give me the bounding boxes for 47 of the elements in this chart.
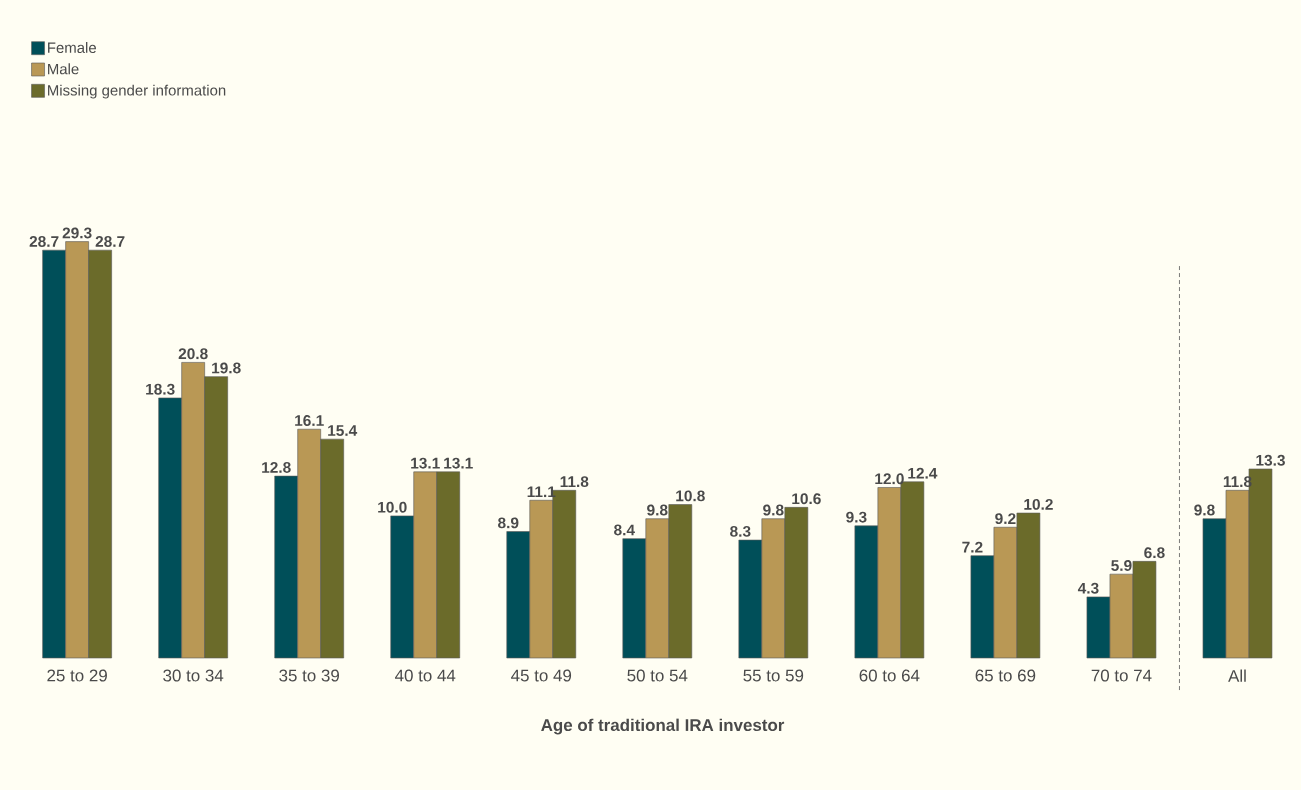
data-label: 16.1 xyxy=(295,415,324,427)
data-label: 9.8 xyxy=(1194,504,1215,516)
x-tick-label: 60 to 64 xyxy=(859,669,920,682)
data-label: 11.1 xyxy=(527,486,556,498)
data-label: 28.7 xyxy=(29,236,59,247)
x-tick-label: 70 to 74 xyxy=(1091,669,1152,682)
data-label: 29.3 xyxy=(62,227,92,239)
legend-label: Missing gender information xyxy=(48,84,226,99)
data-label: 8.4 xyxy=(614,524,635,536)
data-label: 10.2 xyxy=(1024,498,1053,510)
x-tick-label: 40 to 44 xyxy=(395,669,456,682)
data-label: 13.1 xyxy=(444,457,473,469)
data-label: 9.8 xyxy=(647,504,668,516)
data-label: 13.1 xyxy=(411,457,440,469)
legend-label: Male xyxy=(48,63,79,75)
data-label: 8.3 xyxy=(730,525,751,537)
x-tick-label: All xyxy=(1228,669,1246,682)
data-label: 20.8 xyxy=(178,348,208,360)
x-tick-label: 50 to 54 xyxy=(627,669,688,682)
data-label: 9.3 xyxy=(846,511,867,523)
data-label: 10.0 xyxy=(378,501,407,513)
data-label: 4.3 xyxy=(1077,582,1099,594)
x-tick-label: 65 to 69 xyxy=(975,669,1036,682)
data-label: 15.4 xyxy=(328,425,358,436)
legend-label: Female xyxy=(48,42,96,53)
x-axis-title: Age of traditional IRA investor xyxy=(541,718,785,735)
data-label: 12.8 xyxy=(262,461,291,473)
data-label: 9.2 xyxy=(995,513,1016,525)
data-label: 7.2 xyxy=(962,541,983,553)
x-tick-label: 45 to 49 xyxy=(511,669,572,682)
data-label: 13.3 xyxy=(1256,454,1285,466)
data-label: 8.9 xyxy=(498,517,519,529)
data-label: 19.8 xyxy=(212,362,241,374)
data-label: 18.3 xyxy=(146,383,175,395)
data-label: 28.7 xyxy=(95,236,125,247)
x-tick-label: 35 to 39 xyxy=(279,669,339,682)
data-label: 11.8 xyxy=(560,476,589,488)
data-label: 9.8 xyxy=(763,504,784,516)
data-label: 12.4 xyxy=(908,467,938,479)
x-tick-label: 25 to 29 xyxy=(47,669,107,682)
data-label: 6.8 xyxy=(1144,547,1165,559)
data-label: 10.6 xyxy=(792,493,821,505)
x-tick-label: 30 to 34 xyxy=(163,669,224,682)
data-label: 12.0 xyxy=(875,473,904,485)
data-label: 10.8 xyxy=(676,490,705,502)
x-tick-label: 55 to 59 xyxy=(743,669,804,682)
data-label: 5.9 xyxy=(1111,560,1132,571)
